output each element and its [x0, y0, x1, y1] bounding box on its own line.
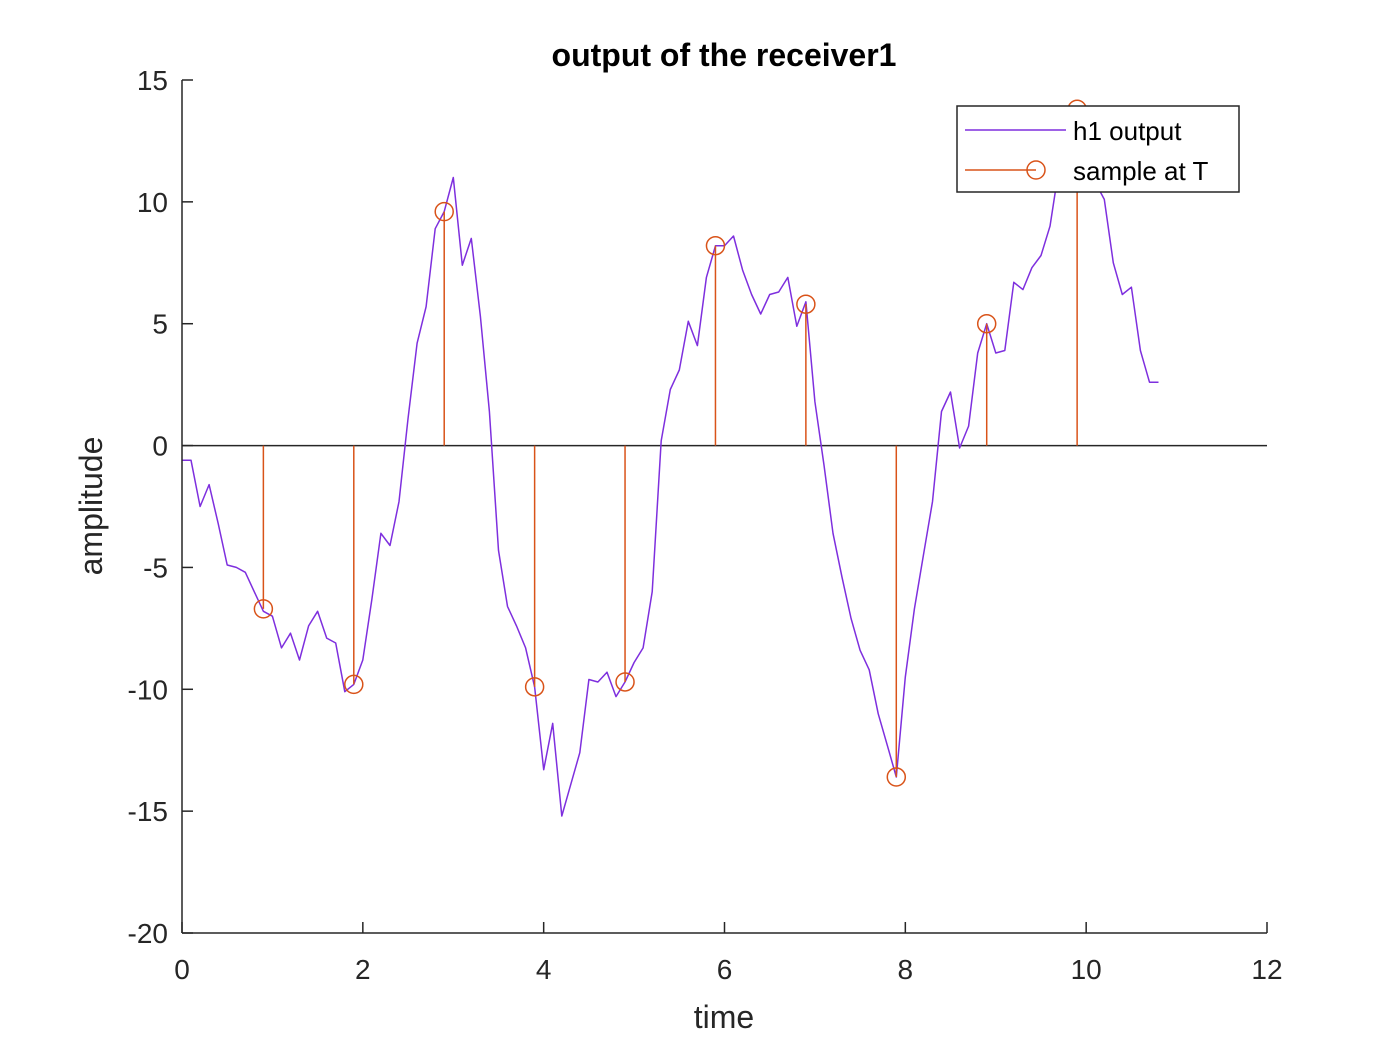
x-tick-label: 2 [355, 954, 371, 985]
y-tick-label: -20 [128, 918, 168, 949]
stem-marker [705, 235, 726, 256]
stem-marker [796, 294, 816, 314]
stem-marker [615, 672, 635, 692]
series-line-h1-output [182, 108, 1159, 817]
stem-marker [976, 313, 997, 334]
legend-box [956, 105, 1240, 193]
x-tick-label: 10 [1071, 954, 1102, 985]
x-tick-label: 8 [898, 954, 914, 985]
legend: h1 output sample at T [956, 105, 1240, 193]
y-tick-label: -15 [128, 796, 168, 827]
x-tick-label: 4 [536, 954, 552, 985]
legend-entry-h1-output: h1 output [1073, 116, 1182, 146]
y-tick-label: 5 [152, 309, 168, 340]
legend-marker-sample-at-t [1026, 160, 1046, 180]
y-tick-label: -5 [143, 552, 168, 583]
x-tick-label: 6 [717, 954, 733, 985]
x-tick-label: 12 [1251, 954, 1282, 985]
plot-layer [182, 99, 1267, 817]
axes-layer: 0 2 4 6 8 10 12 -20 -15 -10 -5 0 5 10 15 [128, 65, 1283, 985]
stem-marker [524, 677, 545, 697]
y-tick-label: -10 [128, 674, 168, 705]
y-tick-label: 10 [137, 187, 168, 218]
y-tick-label: 15 [137, 65, 168, 96]
x-tick-label: 0 [174, 954, 190, 985]
legend-entry-sample-at-t: sample at T [1073, 156, 1208, 186]
stem-marker [886, 767, 907, 787]
stem-marker [344, 674, 364, 695]
chart-title: output of the receiver1 [552, 37, 897, 73]
x-axis-label: time [694, 999, 754, 1035]
y-tick-label: 0 [152, 431, 168, 462]
y-axis-label: amplitude [73, 437, 109, 576]
stem-marker [434, 201, 454, 222]
stem-marker [253, 599, 274, 619]
